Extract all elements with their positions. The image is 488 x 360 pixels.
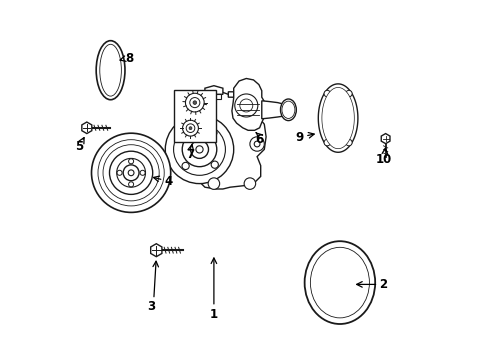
Polygon shape: [321, 87, 354, 149]
Circle shape: [189, 98, 200, 108]
Ellipse shape: [280, 99, 296, 121]
Circle shape: [173, 123, 225, 175]
Circle shape: [128, 170, 134, 176]
Circle shape: [182, 132, 216, 167]
Circle shape: [345, 139, 351, 146]
Circle shape: [185, 93, 204, 112]
Circle shape: [208, 178, 219, 189]
Circle shape: [196, 146, 203, 153]
Circle shape: [117, 170, 122, 175]
Ellipse shape: [310, 247, 368, 318]
Circle shape: [239, 99, 252, 112]
Circle shape: [178, 134, 185, 141]
Text: 4: 4: [164, 175, 172, 188]
Text: 8: 8: [125, 52, 133, 65]
Ellipse shape: [100, 44, 121, 96]
Polygon shape: [204, 86, 223, 94]
Circle shape: [165, 115, 233, 184]
Polygon shape: [188, 92, 265, 189]
Circle shape: [190, 140, 208, 158]
Ellipse shape: [96, 41, 125, 100]
Circle shape: [182, 120, 198, 136]
Circle shape: [182, 162, 189, 170]
Circle shape: [128, 159, 133, 164]
Circle shape: [103, 145, 159, 201]
Circle shape: [128, 182, 133, 187]
Circle shape: [249, 137, 264, 151]
Polygon shape: [231, 78, 267, 130]
Polygon shape: [261, 101, 287, 119]
Circle shape: [324, 139, 330, 146]
Text: 10: 10: [375, 153, 391, 166]
Text: 5: 5: [75, 140, 83, 153]
Text: 1: 1: [209, 309, 218, 321]
Circle shape: [209, 129, 217, 136]
Text: 7: 7: [186, 148, 194, 161]
Circle shape: [91, 133, 170, 212]
Circle shape: [234, 94, 257, 117]
Circle shape: [345, 90, 351, 97]
Circle shape: [211, 161, 218, 168]
Circle shape: [189, 127, 192, 130]
Circle shape: [324, 90, 330, 97]
Polygon shape: [208, 94, 221, 99]
Bar: [174, 90, 215, 142]
Circle shape: [244, 178, 255, 189]
Polygon shape: [318, 84, 357, 152]
Circle shape: [140, 170, 145, 175]
Polygon shape: [228, 92, 239, 97]
Circle shape: [123, 165, 139, 181]
Text: 9: 9: [295, 131, 303, 144]
Circle shape: [193, 101, 196, 104]
Polygon shape: [381, 134, 389, 144]
Text: 2: 2: [379, 278, 387, 291]
Ellipse shape: [282, 101, 294, 118]
Circle shape: [109, 151, 152, 194]
Circle shape: [117, 158, 145, 187]
Text: 6: 6: [254, 133, 263, 146]
Text: 3: 3: [146, 300, 155, 313]
Polygon shape: [150, 244, 162, 257]
Circle shape: [186, 124, 194, 132]
Circle shape: [254, 141, 260, 147]
Polygon shape: [81, 122, 92, 134]
Circle shape: [98, 140, 164, 206]
Ellipse shape: [304, 241, 374, 324]
